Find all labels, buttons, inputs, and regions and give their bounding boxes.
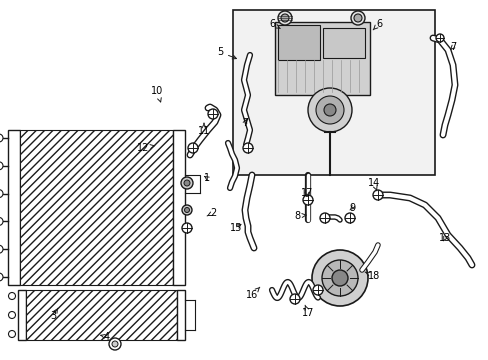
Text: 11: 11 (198, 123, 210, 136)
Bar (274, 22, 369, 95)
Bar (8, 130, 20, 285)
Text: 17: 17 (301, 305, 314, 318)
Circle shape (8, 292, 16, 300)
Text: 15: 15 (229, 223, 242, 233)
Bar (278, 25, 319, 60)
Bar (173, 130, 184, 285)
Circle shape (303, 195, 312, 205)
Bar (26, 290, 177, 340)
Text: 10: 10 (151, 86, 163, 102)
Circle shape (278, 11, 291, 25)
Text: 12: 12 (137, 143, 155, 153)
Circle shape (289, 294, 299, 304)
Circle shape (331, 270, 347, 286)
Circle shape (281, 14, 288, 22)
Circle shape (187, 143, 198, 153)
Text: 16: 16 (245, 287, 259, 300)
Text: 7: 7 (242, 118, 247, 128)
Circle shape (312, 285, 323, 295)
Circle shape (307, 88, 351, 132)
Text: 7: 7 (449, 42, 455, 52)
Circle shape (353, 14, 361, 22)
Circle shape (243, 143, 252, 153)
Bar (18, 290, 26, 340)
Text: 3: 3 (50, 308, 58, 321)
Text: 14: 14 (367, 178, 379, 191)
Text: 5: 5 (217, 47, 236, 59)
Bar (20, 130, 173, 285)
Bar (323, 28, 364, 58)
Circle shape (350, 11, 364, 25)
Circle shape (182, 223, 192, 233)
Circle shape (345, 213, 354, 223)
Circle shape (321, 260, 357, 296)
Text: 6: 6 (268, 19, 280, 29)
Bar (177, 290, 184, 340)
Circle shape (324, 104, 335, 116)
Circle shape (109, 338, 121, 350)
Circle shape (435, 34, 443, 42)
Circle shape (183, 180, 190, 186)
Text: 1: 1 (203, 173, 210, 183)
Text: 6: 6 (372, 19, 381, 30)
Circle shape (0, 245, 3, 253)
Circle shape (0, 134, 3, 142)
Circle shape (311, 250, 367, 306)
Circle shape (0, 217, 3, 225)
Text: 17: 17 (300, 188, 312, 198)
Text: 4: 4 (101, 332, 110, 342)
Text: 18: 18 (365, 271, 379, 281)
Circle shape (0, 273, 3, 281)
Circle shape (181, 177, 193, 189)
Circle shape (184, 207, 189, 212)
Bar (232, 10, 434, 175)
Circle shape (182, 205, 192, 215)
Circle shape (112, 341, 118, 347)
Circle shape (207, 109, 218, 119)
Circle shape (0, 162, 3, 170)
Circle shape (372, 190, 382, 200)
Circle shape (319, 213, 329, 223)
Text: 13: 13 (438, 233, 450, 243)
Circle shape (0, 190, 3, 198)
Circle shape (8, 330, 16, 338)
Text: 9: 9 (348, 203, 354, 213)
Circle shape (315, 96, 343, 124)
Text: 2: 2 (207, 208, 216, 218)
Circle shape (8, 311, 16, 319)
Text: 8: 8 (293, 211, 305, 221)
